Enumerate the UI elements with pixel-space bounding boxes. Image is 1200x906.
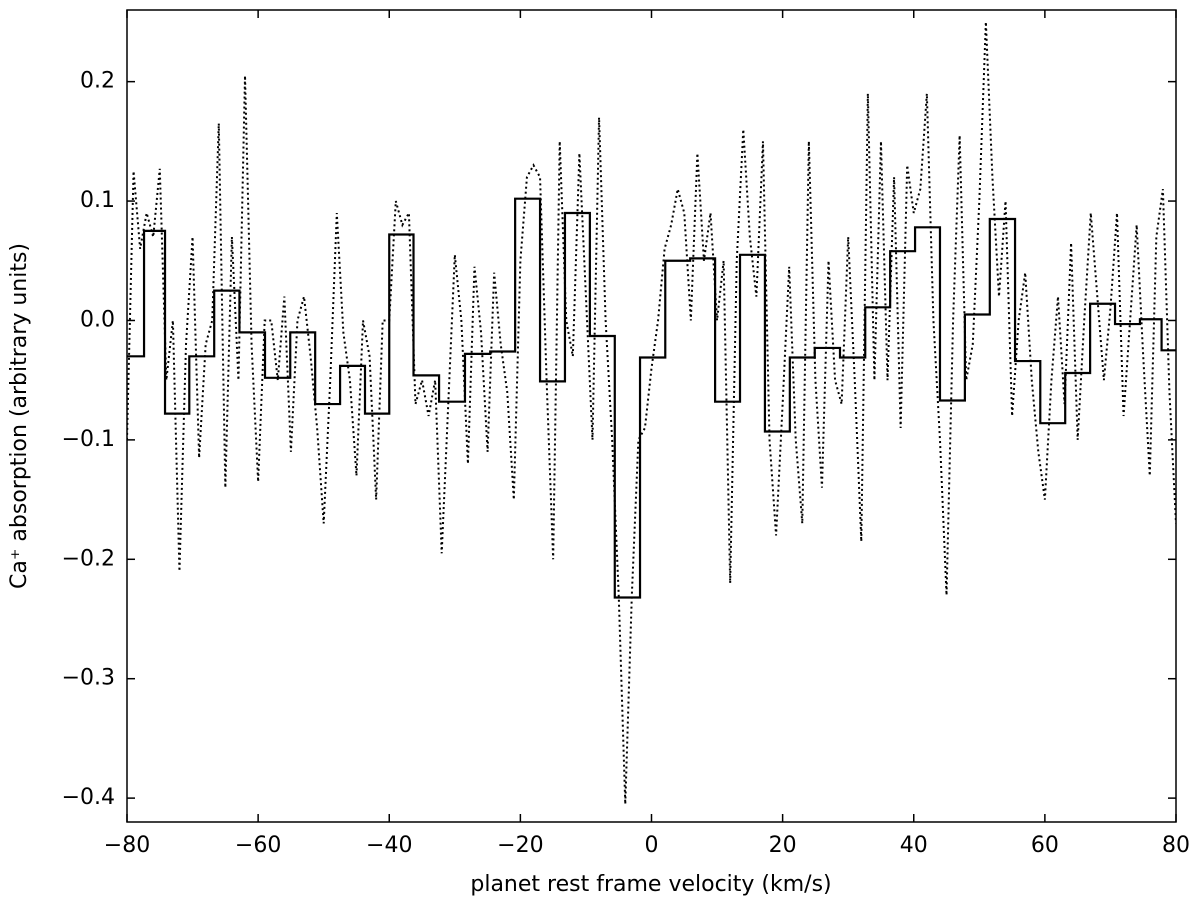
- y-tick-label: −0.4: [62, 785, 115, 810]
- plot-frame: [126, 9, 1177, 823]
- y-tick-label: 0.0: [80, 307, 115, 332]
- x-axis-label: planet rest frame velocity (km/s): [470, 872, 831, 897]
- x-tick-label: −20: [497, 833, 543, 858]
- x-tick-label: −60: [235, 833, 281, 858]
- x-tick-label: 0: [645, 833, 659, 858]
- y-tick-label: −0.2: [62, 546, 115, 571]
- binned-line: [127, 197, 1176, 599]
- plot-area: [127, 21, 1176, 805]
- x-tick-label: 40: [900, 833, 928, 858]
- y-tick-label: −0.1: [62, 427, 115, 452]
- y-axis-label: Ca⁺ absorption (arbitrary units): [7, 243, 32, 589]
- y-tick-label: 0.1: [80, 188, 115, 213]
- y-tick-label: −0.3: [62, 666, 115, 691]
- x-tick-label: −80: [104, 833, 150, 858]
- y-tick-label: 0.2: [80, 69, 115, 94]
- x-tick-label: 80: [1162, 833, 1190, 858]
- dotted-line: [127, 21, 1176, 805]
- x-tick-label: −40: [366, 833, 412, 858]
- x-tick-label: 60: [1031, 833, 1059, 858]
- x-tick-label: 20: [769, 833, 797, 858]
